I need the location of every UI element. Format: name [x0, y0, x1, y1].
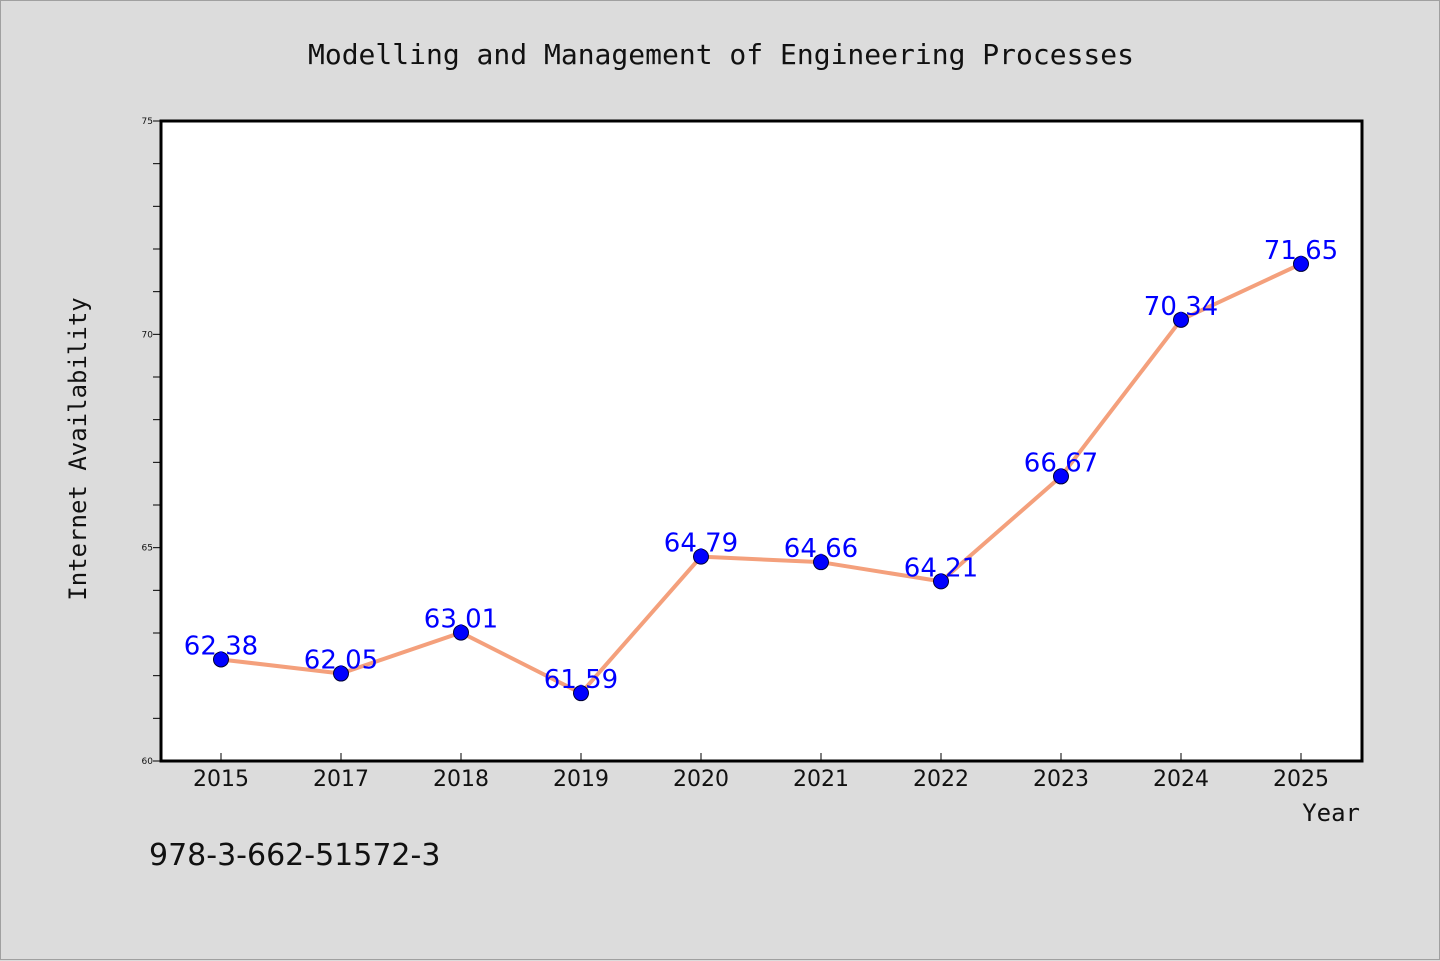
y-axis-label: Internet Availability [64, 297, 92, 600]
x-tick-label: 2021 [793, 767, 849, 792]
y-tick-label: 60 [142, 757, 154, 767]
x-tick-label: 2017 [313, 767, 369, 792]
data-label: 66.67 [1024, 448, 1098, 478]
x-tick-label: 2015 [193, 767, 249, 792]
data-point [573, 685, 589, 702]
series-line-group [219, 261, 1303, 696]
x-axis-ticks: 2015 2017 2018 2019 2020 2021 2022 2023 2024 2025 [193, 753, 1329, 792]
y-tick-label: 65 [142, 544, 153, 554]
data-label: 61.59 [544, 665, 618, 695]
data-label: 64.79 [664, 529, 738, 559]
x-tick-label: 2022 [913, 767, 969, 792]
y-tick-label: 75 [142, 117, 153, 127]
x-tick-label: 2019 [553, 767, 609, 792]
x-axis-label: Year [1302, 799, 1360, 827]
x-tick-label: 2023 [1033, 767, 1089, 792]
x-tick-label: 2025 [1273, 767, 1329, 792]
data-label: 64.66 [784, 534, 858, 564]
y-tick-label: 70 [142, 330, 154, 340]
x-tick-label: 2020 [673, 767, 729, 792]
x-tick-label: 2018 [433, 767, 489, 792]
data-label: 62.38 [184, 631, 258, 661]
data-point [1293, 255, 1309, 272]
data-label: 62.05 [304, 646, 378, 676]
data-label: 70.34 [1144, 292, 1218, 322]
chart-title: Modelling and Management of Engineering … [308, 38, 1134, 71]
plot-area [159, 119, 1364, 763]
data-label: 64.21 [904, 553, 978, 583]
data-point [693, 548, 709, 565]
data-point [1053, 468, 1069, 485]
data-point [1173, 311, 1189, 328]
data-labels: 62.38 62.05 63.01 61.59 64.79 64.66 64.21 66.67… [184, 236, 1338, 695]
data-point [813, 554, 829, 571]
data-label: 63.01 [424, 605, 498, 635]
data-point [213, 651, 229, 668]
data-point [333, 665, 349, 682]
y-axis-ticks: 60 65 70 75 [142, 117, 161, 767]
series-line [219, 261, 1303, 696]
data-label: 71.65 [1264, 236, 1338, 266]
data-point [453, 624, 469, 641]
data-markers [213, 255, 1309, 702]
data-point [933, 573, 949, 590]
isbn-text: 978-3-662-51572-3 [149, 838, 440, 873]
x-tick-label: 2024 [1153, 767, 1209, 792]
